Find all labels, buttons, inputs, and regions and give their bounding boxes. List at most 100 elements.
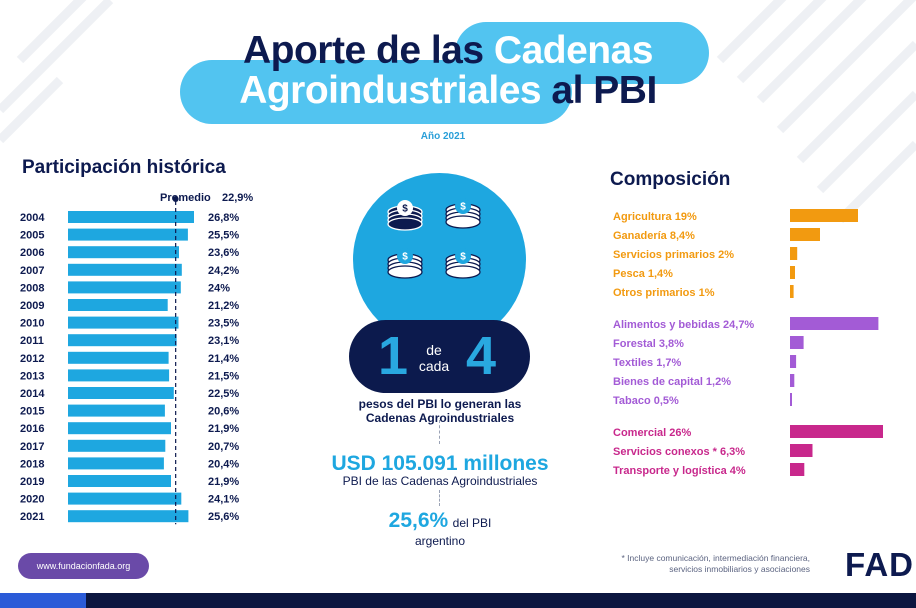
coin-stack-icon — [387, 217, 423, 231]
usd-value: USD 105.091 millones — [331, 452, 549, 475]
title-part-2: Cadenas — [493, 29, 654, 72]
historical-value-label: 25,6% — [208, 511, 239, 523]
year-tick-label: 2013 — [20, 370, 44, 382]
composition-label: Pesca 1,4% — [613, 268, 673, 280]
composition-label: Transporte y logística 4% — [613, 465, 746, 477]
historical-value-label: 26,8% — [208, 212, 239, 224]
usd-subtitle: PBI de las Cadenas Agroindustriales — [342, 474, 538, 488]
fad-logo: FAD — [845, 546, 914, 583]
year-tick-label: 2012 — [20, 353, 44, 365]
historical-value-label: 23,1% — [208, 335, 239, 347]
historical-value-label: 21,2% — [208, 300, 239, 312]
historical-bar — [68, 475, 171, 487]
historical-bar — [68, 351, 169, 364]
historical-bar — [68, 299, 168, 311]
historical-bar — [68, 387, 174, 399]
year-tick-label: 2007 — [20, 265, 44, 277]
historical-value-label: 22,5% — [208, 388, 239, 400]
historical-value-label: 23,6% — [208, 247, 239, 259]
historical-value-label: 24,2% — [208, 265, 239, 277]
historical-bar — [68, 457, 164, 470]
historical-value-label: 23,5% — [208, 318, 239, 330]
historical-bar — [68, 422, 171, 435]
coin-stack-icon — [445, 215, 481, 229]
year-tick-label: 2019 — [20, 476, 44, 488]
historical-bar — [68, 316, 179, 329]
year-tick-label: 2011 — [20, 335, 44, 347]
pct-value: 25,6% — [388, 509, 449, 532]
footnote-line-1: * Incluye comunicación, intermediación f… — [621, 553, 810, 563]
historical-bar — [68, 510, 189, 523]
coin-stack-icon — [387, 265, 423, 279]
historical-value-label: 20,6% — [208, 406, 239, 418]
historical-value-label: 24% — [208, 282, 230, 294]
historical-bar — [68, 492, 182, 505]
historical-title: Participación histórica — [22, 157, 226, 178]
historical-value-label: 21,5% — [208, 370, 239, 382]
ratio-four: 4 — [465, 326, 497, 386]
bottom-bar-accent — [0, 593, 86, 608]
divider-dashed-2 — [439, 490, 440, 506]
footnote: * Incluye comunicación, intermediación f… — [596, 553, 810, 575]
historical-value-label: 20,4% — [208, 458, 239, 470]
composition-bar — [790, 393, 792, 406]
year-tick-label: 2009 — [20, 300, 44, 312]
composition-label: Bienes de capital 1,2% — [613, 376, 731, 388]
dollar-icon: $ — [460, 202, 466, 213]
pesos-text: pesos del PBI lo generan las Cadenas Agr… — [330, 397, 550, 425]
composition-bar — [790, 209, 858, 222]
background-stripes — [0, 0, 916, 224]
coin-stack-icon — [455, 198, 471, 214]
title-part-3: Agroindustriales — [239, 69, 542, 112]
year-tick-label: 2005 — [20, 230, 44, 242]
average-label: Promedio — [160, 192, 211, 204]
dollar-icon: $ — [402, 252, 408, 263]
historical-bar — [68, 281, 181, 294]
ratio-de-cada: de cada — [414, 342, 454, 374]
year-tick-label: 2020 — [20, 494, 44, 506]
composition-bar — [790, 355, 797, 368]
historical-value-label: 21,9% — [208, 423, 239, 435]
year-tick-label: 2015 — [20, 406, 44, 418]
year-tick-label: 2014 — [20, 388, 45, 400]
pesos-line-2: Cadenas Agroindustriales — [365, 411, 515, 425]
ratio-pill — [349, 320, 530, 393]
composition-bar — [790, 463, 805, 476]
center-circle — [353, 173, 526, 346]
composition-label: Textiles 1,7% — [613, 357, 681, 369]
title-part-4: al PBI — [551, 69, 657, 112]
composition-bar-chart: Agricultura 19% Ganadería 8,4% Servicios p… — [613, 209, 883, 477]
composition-label: Servicios primarios 2% — [613, 249, 734, 261]
composition-bar — [790, 266, 795, 279]
composition-label: Forestal 3,8% — [613, 338, 684, 350]
historical-bar — [68, 369, 170, 382]
composition-bar — [790, 317, 879, 330]
composition-label: Ganadería 8,4% — [613, 230, 695, 242]
historical-value-label: 21,4% — [208, 353, 239, 365]
coin-stack-icon — [397, 200, 413, 216]
dollar-icon: $ — [402, 204, 408, 215]
website-link[interactable]: www.fundacionfada.org — [18, 553, 149, 579]
composition-title: Composición — [610, 169, 731, 190]
average-marker — [172, 196, 179, 202]
title-part-1: Aporte de las — [243, 29, 484, 72]
coin-stack-icon — [397, 248, 413, 264]
composition-bar — [790, 374, 795, 387]
historical-bar — [68, 334, 177, 347]
composition-bar — [790, 425, 883, 438]
year-tick-label: 2004 — [20, 212, 45, 224]
composition-label: Agricultura 19% — [613, 211, 697, 223]
pct-subtitle: argentino — [414, 534, 466, 548]
composition-bar — [790, 285, 794, 298]
historical-bar — [68, 439, 166, 452]
composition-bar — [790, 247, 798, 260]
coin-stacks-icon: $ $ $ $ — [387, 198, 481, 279]
historical-bar — [68, 211, 194, 223]
ratio-de: de — [426, 342, 442, 358]
composition-bar — [790, 444, 813, 457]
average-value: 22,9% — [222, 192, 254, 204]
year-tick-label: 2006 — [20, 247, 44, 259]
composition-bar — [790, 228, 820, 241]
coin-stack-icon — [445, 265, 481, 279]
ratio-one: 1 — [377, 326, 409, 386]
